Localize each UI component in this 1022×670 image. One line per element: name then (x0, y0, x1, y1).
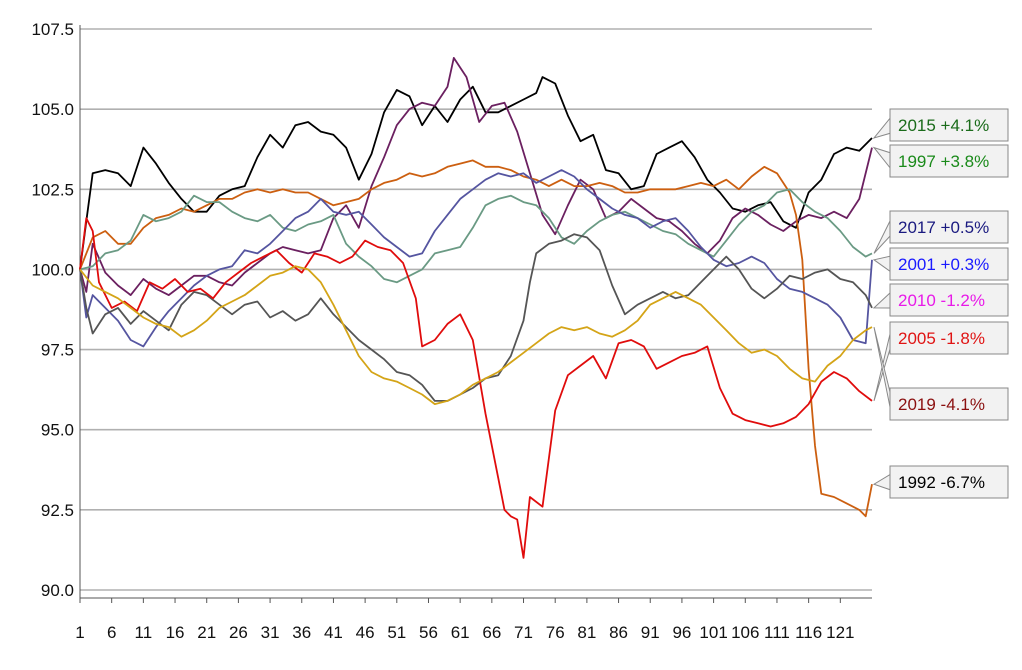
x-tick-label: 101 (699, 623, 727, 642)
legend-label: 2015 +4.1% (898, 116, 989, 135)
legend-box (889, 321, 1009, 355)
series-lines (79, 57, 873, 559)
x-tick-label: 21 (197, 623, 216, 642)
x-tick-label: 66 (482, 623, 501, 642)
y-tick-label: 100.0 (31, 260, 74, 279)
series-line-2001 (79, 169, 873, 348)
legend-label: 1992 -6.7% (898, 473, 985, 492)
x-tick-label: 26 (229, 623, 248, 642)
x-tick-label: 71 (514, 623, 533, 642)
grid-lines (80, 28, 872, 591)
legend-callout-2001: 2001 +0.3% (872, 247, 1009, 281)
legend-pointer (872, 473, 892, 491)
x-tick-label: 106 (731, 623, 759, 642)
y-tick-label: 95.0 (41, 421, 74, 440)
x-tick-label: 1 (75, 623, 84, 642)
legend-label: 2017 +0.5% (898, 218, 989, 237)
x-tick-label: 46 (356, 623, 375, 642)
x-tick-label: 16 (166, 623, 185, 642)
y-tick-label: 102.5 (31, 180, 74, 199)
y-tick-label: 105.0 (31, 100, 74, 119)
x-tick-label: 6 (107, 623, 116, 642)
x-tick-label: 31 (261, 623, 280, 642)
legend-box (889, 144, 1009, 178)
legend-box (889, 210, 1009, 244)
legend-box (889, 465, 1009, 499)
legend-box (889, 283, 1009, 317)
series-line-2005 (79, 217, 873, 559)
x-tick-label: 111 (764, 623, 790, 642)
y-tick-label: 92.5 (41, 501, 74, 520)
legend-box (889, 387, 1009, 421)
series-line-1997 (79, 57, 873, 296)
y-tick-label: 97.5 (41, 341, 74, 360)
legend-label: 1997 +3.8% (898, 152, 989, 171)
x-tick-label: 76 (546, 623, 565, 642)
x-tick-label: 61 (451, 623, 470, 642)
x-tick-label: 81 (577, 623, 596, 642)
legend-callout-2015: 2015 +4.1% (872, 108, 1009, 142)
legend-pointer (872, 290, 892, 309)
legend-pointer (872, 115, 892, 139)
legend-box (889, 108, 1009, 142)
series-line-2015 (79, 76, 873, 270)
legend-callout-2019: 2019 -4.1% (873, 327, 1009, 421)
x-tick-label: 96 (672, 623, 691, 642)
y-tick-label: 90.0 (41, 581, 74, 600)
legend-label: 2019 -4.1% (898, 395, 985, 414)
series-line-1992 (79, 159, 873, 518)
legend-pointer (872, 255, 892, 273)
legend-pointer (872, 146, 892, 171)
y-tick-label: 107.5 (31, 20, 74, 39)
series-line-2017 (79, 188, 873, 284)
legend-callout-2005: 2005 -1.8% (873, 321, 1009, 402)
legend-label: 2010 -1.2% (898, 291, 985, 310)
x-tick-label: 91 (641, 623, 660, 642)
legend-callout-2017: 2017 +0.5% (873, 210, 1009, 254)
x-tick-label: 56 (419, 623, 438, 642)
legend-label: 2001 +0.3% (898, 255, 989, 274)
x-tick-label: 51 (387, 623, 406, 642)
x-tick-label: 11 (135, 623, 153, 642)
series-line-2019 (79, 265, 873, 405)
x-tick-label: 36 (292, 623, 311, 642)
x-tick-label: 116 (795, 623, 822, 642)
legend-pointer (873, 218, 892, 254)
legend-callout-1997: 1997 +3.8% (872, 144, 1009, 178)
legend-label: 2005 -1.8% (898, 329, 985, 348)
legend: 2015 +4.1% 1997 +3.8% 1992 -6.7% 2017 +0.5%… (872, 108, 1009, 499)
x-tick-label: 86 (609, 623, 628, 642)
x-tick-label: 121 (826, 623, 854, 642)
legend-box (889, 247, 1009, 281)
x-tick-label: 41 (324, 623, 343, 642)
legend-callout-1992: 1992 -6.7% (872, 465, 1009, 499)
series-line-2010 (79, 233, 873, 402)
legend-callout-2010: 2010 -1.2% (872, 283, 1009, 317)
